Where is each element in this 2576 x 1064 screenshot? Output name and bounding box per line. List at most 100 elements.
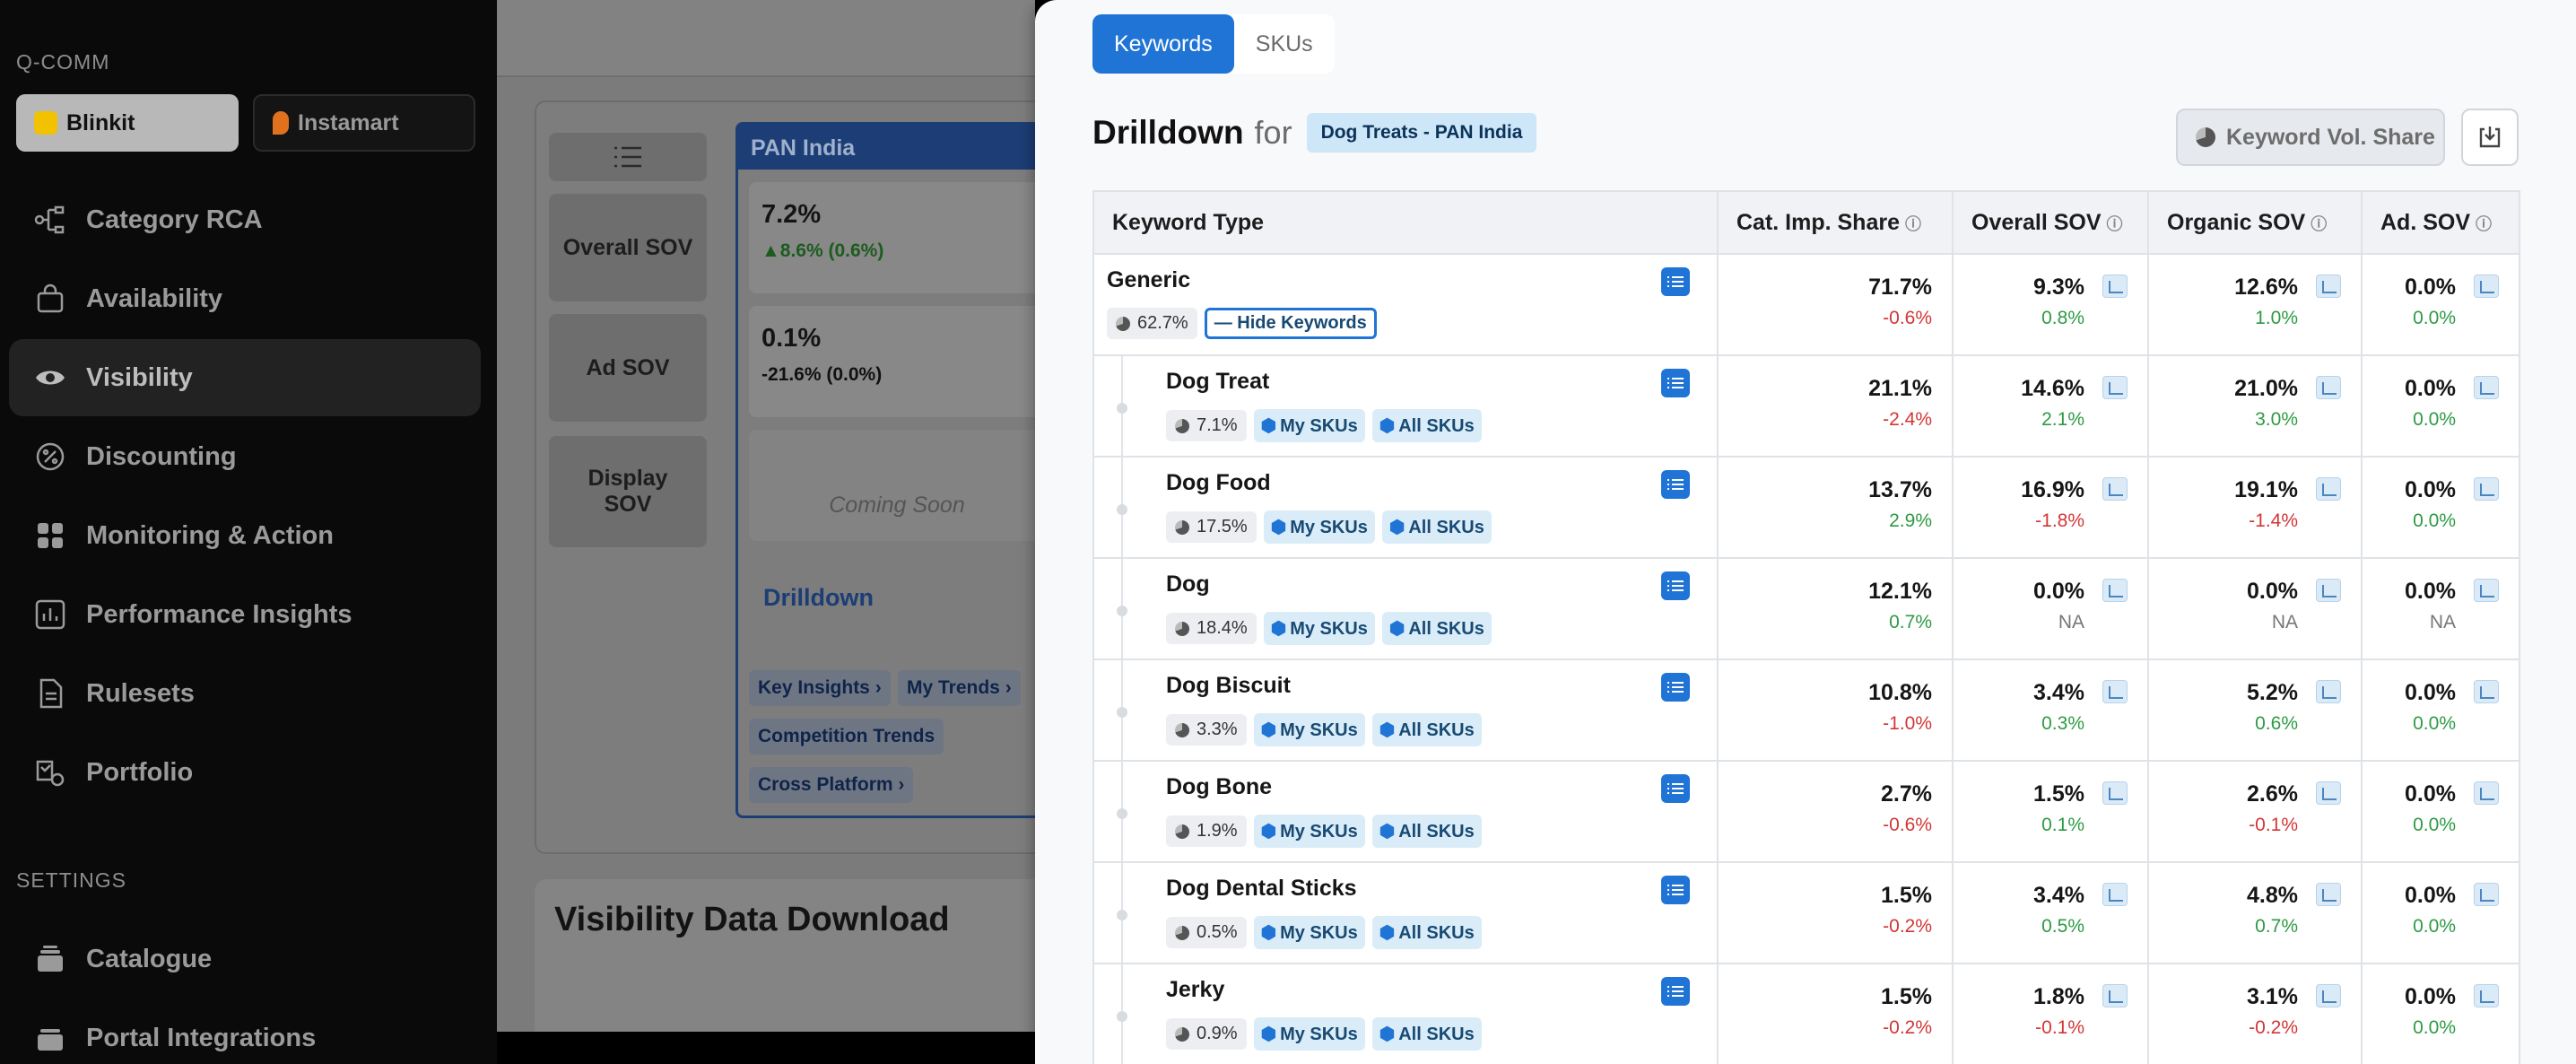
metric-cell: 2.7% -0.6% <box>1717 760 1954 863</box>
chip-my-trends[interactable]: My Trends › <box>898 670 1021 706</box>
nav-category-rca[interactable]: Category RCA <box>9 181 481 258</box>
trend-chart-icon[interactable] <box>2316 781 2341 805</box>
trend-chart-icon[interactable] <box>2474 680 2499 703</box>
trend-chart-icon[interactable] <box>2474 275 2499 298</box>
nav-rulesets[interactable]: Rulesets <box>9 655 481 732</box>
metric-cell: 0.0% 0.0% <box>2361 456 2520 559</box>
trend-chart-icon[interactable] <box>2102 376 2128 399</box>
chip-competition-trends[interactable]: Competition Trends <box>749 719 944 754</box>
trend-chart-icon[interactable] <box>2316 579 2341 602</box>
my-skus-button[interactable]: ⬢ My SKUs <box>1263 510 1375 544</box>
box-icon: ⬢ <box>1388 619 1405 639</box>
table-row: Dog Bone 1.9% ⬢ My SKUs ⬢ All SKUs 2.7% -0.6% 1.… <box>1092 760 2520 863</box>
list-details-icon[interactable] <box>1661 267 1690 296</box>
platform-instamart[interactable]: Instamart <box>253 94 475 152</box>
list-view-icon[interactable] <box>549 133 707 181</box>
background-page: Overall SOV Ad SOV Display SOV PAN India… <box>497 0 1035 1032</box>
chip-cross-platform[interactable]: Cross Platform › <box>749 767 914 803</box>
metric-ad-sov[interactable]: Ad SOV <box>549 314 707 422</box>
trend-chart-icon[interactable] <box>2316 984 2341 1007</box>
tab-skus[interactable]: SKUs <box>1255 31 1313 57</box>
nav-visibility[interactable]: Visibility <box>9 339 481 416</box>
metric-value: 0.0% <box>2405 477 2456 502</box>
nav-portfolio[interactable]: Portfolio <box>9 734 481 811</box>
my-skus-button[interactable]: ⬢ My SKUs <box>1263 612 1375 645</box>
trend-chart-icon[interactable] <box>2474 579 2499 602</box>
all-skus-button[interactable]: ⬢ All SKUs <box>1381 510 1492 544</box>
trend-chart-icon[interactable] <box>2474 984 2499 1007</box>
nav-portal-integrations[interactable]: Portal Integrations <box>9 999 481 1064</box>
trend-chart-icon[interactable] <box>2474 883 2499 906</box>
background-header <box>497 0 1035 77</box>
trend-chart-icon[interactable] <box>2316 883 2341 906</box>
keyword-meta: 7.1% ⬢ My SKUs ⬢ All SKUs <box>1166 409 1717 442</box>
info-icon[interactable]: ⓘ <box>2106 214 2123 233</box>
trend-chart-icon[interactable] <box>2102 275 2128 298</box>
metric-delta: -1.4% <box>2249 510 2298 531</box>
list-details-icon[interactable] <box>1661 571 1690 600</box>
platform-blinkit[interactable]: Blinkit <box>16 94 239 152</box>
trend-chart-icon[interactable] <box>2316 680 2341 703</box>
nav-availability[interactable]: Availability <box>9 260 481 337</box>
list-details-icon[interactable] <box>1661 774 1690 803</box>
trend-chart-icon[interactable] <box>2102 477 2128 501</box>
pie-chart-icon <box>1175 1026 1189 1042</box>
all-skus-button[interactable]: ⬢ All SKUs <box>1371 409 1482 442</box>
trend-chart-icon[interactable] <box>2102 579 2128 602</box>
keyword-vol-share-button[interactable]: Keyword Vol. Share <box>2176 109 2445 166</box>
all-skus-button[interactable]: ⬢ All SKUs <box>1371 1017 1482 1051</box>
trend-chart-icon[interactable] <box>2474 376 2499 399</box>
trend-chart-icon[interactable] <box>2474 477 2499 501</box>
nav-label: Availability <box>86 283 223 313</box>
trend-chart-icon[interactable] <box>2316 477 2341 501</box>
trend-chart-icon[interactable] <box>2102 883 2128 906</box>
list-details-icon[interactable] <box>1661 470 1690 499</box>
trend-chart-icon[interactable] <box>2474 781 2499 805</box>
nav-performance-insights[interactable]: Performance Insights <box>9 576 481 653</box>
box-icon: ⬢ <box>1379 416 1396 436</box>
trend-chart-icon[interactable] <box>2316 275 2341 298</box>
metric-cell: 9.3% 0.8% <box>1952 253 2149 356</box>
all-skus-button[interactable]: ⬢ All SKUs <box>1381 612 1492 645</box>
keyword-name: Dog <box>1166 571 1210 597</box>
metric-value: 21.0% <box>2234 376 2298 401</box>
metric-display-sov[interactable]: Display SOV <box>549 436 707 547</box>
my-skus-button[interactable]: ⬢ My SKUs <box>1253 713 1365 746</box>
trend-chart-icon[interactable] <box>2102 680 2128 703</box>
nav-monitoring-action[interactable]: Monitoring & Action <box>9 497 481 574</box>
nav-discounting[interactable]: Discounting <box>9 418 481 495</box>
metric-cell: 0.0% 0.0% <box>2361 963 2520 1064</box>
button-label: My SKUs <box>1280 416 1358 436</box>
list-details-icon[interactable] <box>1661 369 1690 397</box>
metric-cell: 0.0% 0.0% <box>2361 253 2520 356</box>
all-skus-button[interactable]: ⬢ All SKUs <box>1371 815 1482 848</box>
list-details-icon[interactable] <box>1661 977 1690 1006</box>
metric-value: 0.0% <box>2033 579 2084 604</box>
info-icon[interactable]: ⓘ <box>1905 214 1921 233</box>
info-icon[interactable]: ⓘ <box>2311 214 2328 233</box>
trend-chart-icon[interactable] <box>2316 376 2341 399</box>
box-icon: ⬢ <box>1260 720 1277 740</box>
trend-chart-icon[interactable] <box>2102 984 2128 1007</box>
download-button[interactable] <box>2461 109 2519 166</box>
chip-key-insights[interactable]: Key Insights › <box>749 670 891 706</box>
list-details-icon[interactable] <box>1661 876 1690 904</box>
my-skus-button[interactable]: ⬢ My SKUs <box>1253 1017 1365 1051</box>
keyword-name: Jerky <box>1166 977 1225 1002</box>
my-skus-button[interactable]: ⬢ My SKUs <box>1253 409 1365 442</box>
keyword-cell: Dog Treat 7.1% ⬢ My SKUs ⬢ All SKUs <box>1092 354 1719 458</box>
tab-keywords[interactable]: Keywords <box>1092 14 1234 74</box>
metric-overall-sov[interactable]: Overall SOV <box>549 194 707 301</box>
all-skus-button[interactable]: ⬢ All SKUs <box>1371 916 1482 949</box>
hide-keywords-button[interactable]: — Hide Keywords <box>1204 308 1377 339</box>
nav-catalogue[interactable]: Catalogue <box>9 920 481 998</box>
drilldown-link[interactable]: Drilldown <box>763 584 874 611</box>
my-skus-button[interactable]: ⬢ My SKUs <box>1253 916 1365 949</box>
my-skus-button[interactable]: ⬢ My SKUs <box>1253 815 1365 848</box>
trend-chart-icon[interactable] <box>2102 781 2128 805</box>
box-icon: ⬢ <box>1379 923 1396 943</box>
info-icon[interactable]: ⓘ <box>2476 214 2493 233</box>
metric-cell: 12.6% 1.0% <box>2147 253 2363 356</box>
list-details-icon[interactable] <box>1661 673 1690 702</box>
all-skus-button[interactable]: ⬢ All SKUs <box>1371 713 1482 746</box>
